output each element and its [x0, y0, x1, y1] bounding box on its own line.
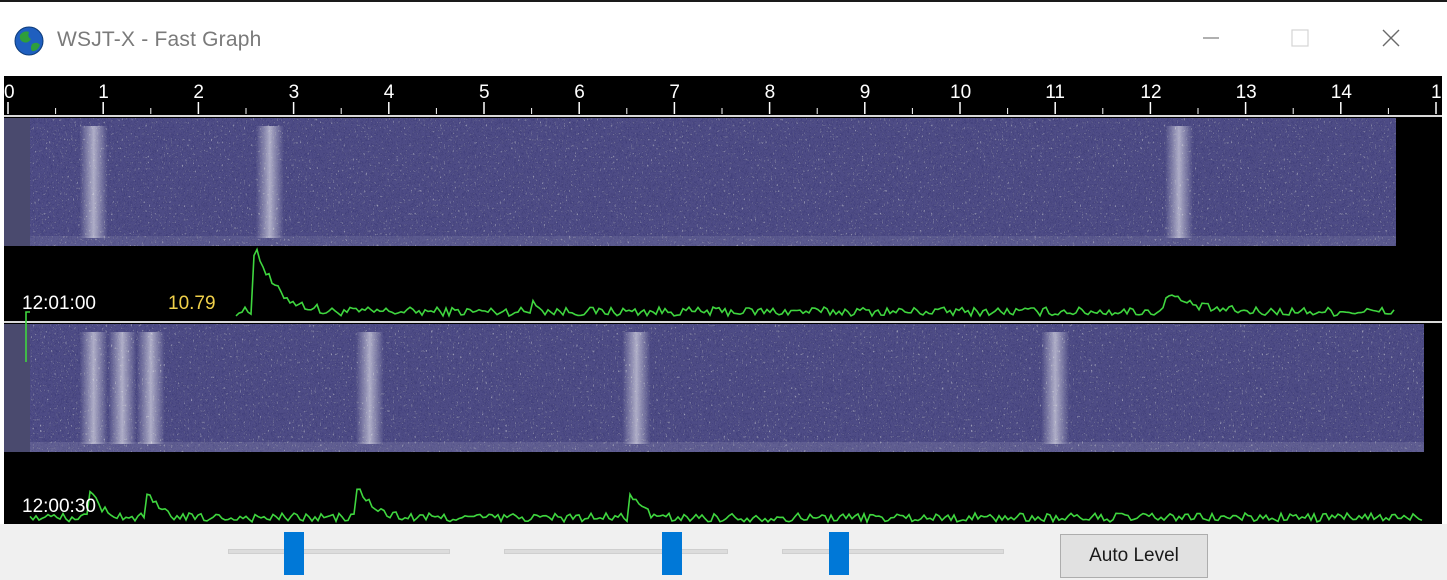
- zero-slider-thumb[interactable]: [662, 532, 682, 575]
- axis-tick-label: 2: [193, 82, 204, 103]
- panel-1-timestamp: 12:01:00: [22, 293, 96, 314]
- signal-burst: [355, 332, 384, 444]
- minimize-button[interactable]: [1188, 18, 1234, 62]
- signal-burst: [622, 332, 651, 444]
- axis-tick-label: 6: [574, 82, 585, 103]
- axis-tick-label: 0: [4, 82, 15, 103]
- zero-slider[interactable]: [504, 524, 728, 575]
- title-bar[interactable]: WSJT-X - Fast Graph: [0, 4, 1447, 74]
- axis-tick-label: 3: [289, 82, 300, 103]
- signal-burst: [136, 332, 165, 444]
- maximize-button[interactable]: [1277, 18, 1323, 62]
- axis-tick-label: 1: [1431, 82, 1442, 103]
- gain-slider-track[interactable]: [228, 549, 450, 554]
- control-bar: Auto Level: [0, 524, 1447, 580]
- zero-slider-track[interactable]: [504, 549, 728, 554]
- panel-2-timestamp: 12:00:30: [22, 496, 96, 517]
- axis-tick-label: 12: [1140, 82, 1161, 103]
- sync-marker: [25, 311, 30, 362]
- maximize-icon: [1291, 28, 1309, 52]
- fast-graph-plot[interactable]: 0 1 2 3 4 5 6 7 8 9 10 11 12 13 14 1 12:01:00 10.79: [4, 76, 1442, 524]
- signal-burst: [1164, 126, 1193, 238]
- axis-tick-label: 10: [950, 82, 971, 103]
- signal-burst: [108, 332, 137, 444]
- axis-tick-label: 13: [1236, 82, 1257, 103]
- axis-tick-label: 14: [1331, 82, 1353, 103]
- signal-burst: [79, 126, 108, 238]
- axis-tick-label: 5: [479, 82, 490, 103]
- axis-tick-label: 7: [669, 82, 680, 103]
- power-trace-1: [235, 247, 1395, 318]
- globe-icon: [14, 26, 44, 56]
- axis-tick-label: 1: [98, 82, 109, 103]
- fast-graph-svg: 0 1 2 3 4 5 6 7 8 9 10 11 12 13 14 1 12:01:00 10.79: [4, 82, 1442, 524]
- green-gain-slider[interactable]: [782, 524, 1004, 575]
- axis-tick-label: 11: [1045, 82, 1065, 103]
- axis-tick-label: 9: [860, 82, 871, 103]
- window-title: WSJT-X - Fast Graph: [57, 28, 262, 51]
- power-panel-1: 12:01:00 10.79: [22, 247, 1395, 318]
- panel-1-level: 10.79: [168, 293, 216, 314]
- gain-slider-thumb[interactable]: [284, 532, 304, 575]
- signal-burst: [255, 126, 284, 238]
- power-panel-2: 12:00:30: [22, 488, 1423, 524]
- minimize-icon: [1202, 29, 1220, 52]
- signal-burst: [79, 332, 108, 444]
- green-gain-slider-thumb[interactable]: [829, 532, 849, 575]
- signal-burst: [1041, 332, 1070, 444]
- auto-level-button[interactable]: Auto Level: [1060, 534, 1208, 578]
- green-gain-slider-track[interactable]: [782, 549, 1004, 554]
- power-trace-2: [29, 488, 1423, 524]
- waterfall-panel-1: [4, 118, 1396, 246]
- axis-tick-label: 8: [765, 82, 776, 103]
- gain-slider[interactable]: [228, 524, 450, 575]
- waterfall-panel-2: [4, 324, 1424, 452]
- time-axis: 0 1 2 3 4 5 6 7 8 9 10 11 12 13 14 1: [4, 82, 1442, 114]
- close-button[interactable]: [1368, 18, 1414, 62]
- axis-tick-label: 4: [384, 82, 395, 103]
- close-icon: [1381, 28, 1401, 53]
